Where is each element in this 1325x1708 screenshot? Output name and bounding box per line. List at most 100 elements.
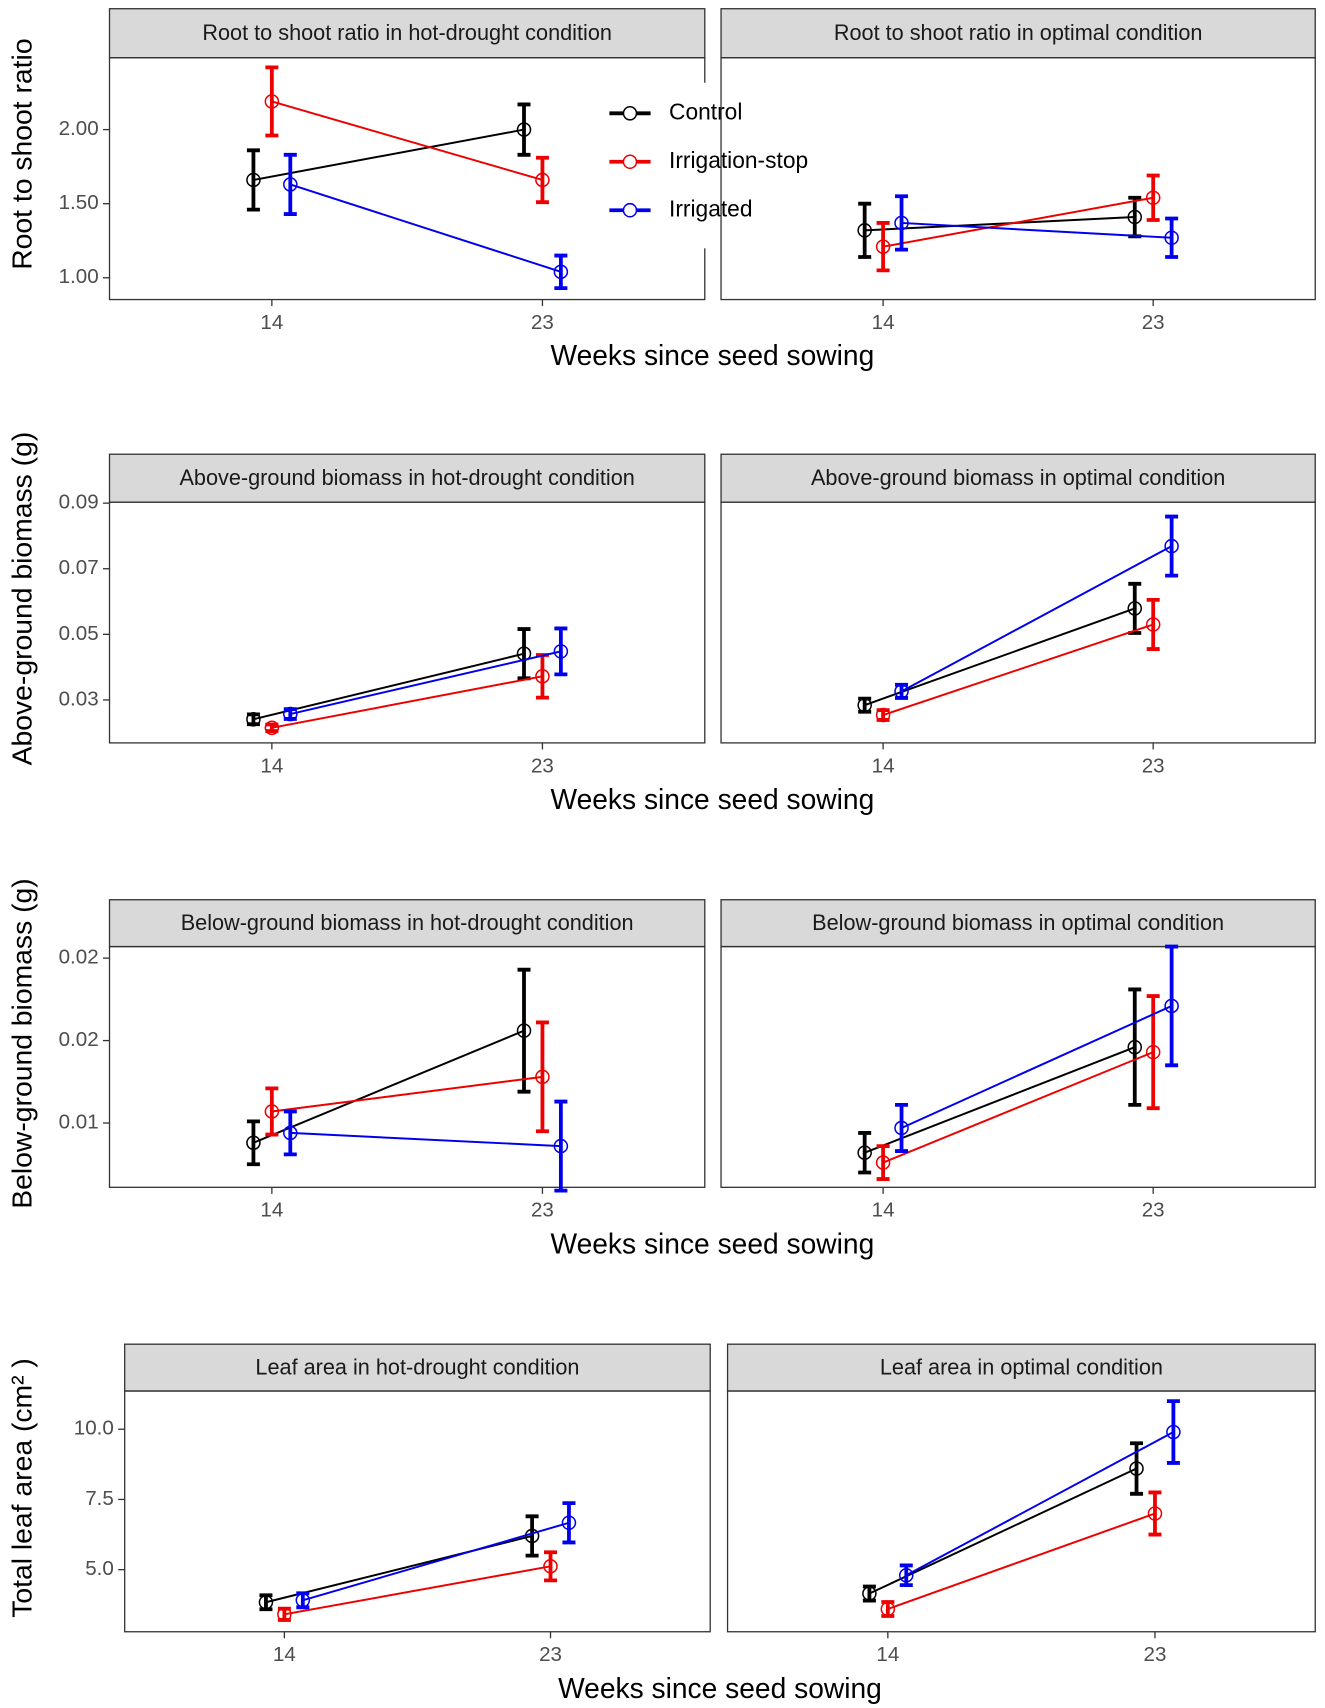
series-line [882, 196, 1154, 248]
point [1164, 998, 1179, 1014]
y-tick-label: 0.02 [59, 946, 99, 969]
strip [108, 453, 706, 503]
error-bar [517, 102, 531, 157]
error-bar [283, 1109, 297, 1157]
error-bar [1165, 216, 1179, 259]
point [295, 1592, 311, 1608]
series-line [271, 1075, 543, 1113]
panel-title: Above-ground biomass in optimal conditio… [811, 465, 1225, 490]
strip [108, 899, 706, 948]
x-axis-title: Weeks since seed sowing [550, 339, 874, 371]
point [553, 1138, 569, 1154]
point [1147, 1506, 1163, 1521]
strip [108, 8, 706, 59]
panel [108, 501, 706, 744]
error-bar [544, 1550, 558, 1583]
point [857, 1145, 872, 1160]
error-bar [1128, 987, 1142, 1107]
panel [720, 57, 1316, 301]
error-bar [858, 201, 872, 259]
series-line [253, 1029, 525, 1144]
strip [124, 1343, 711, 1392]
y-tick-label: 0.05 [59, 622, 99, 645]
point [862, 1586, 877, 1601]
point [899, 1567, 914, 1583]
point [264, 720, 280, 736]
error-bar [535, 155, 549, 205]
point [516, 122, 532, 137]
series [246, 102, 532, 212]
point [880, 1601, 896, 1617]
point [535, 172, 550, 188]
series [277, 1550, 558, 1622]
strip [726, 1343, 1316, 1392]
panel-title: Leaf area in optimal condition [880, 1354, 1163, 1379]
y-tick-label: 0.02 [59, 1028, 99, 1051]
point [857, 697, 872, 713]
error-bar [876, 221, 890, 273]
point [1145, 617, 1161, 632]
point [283, 706, 298, 722]
error-bar [562, 1501, 576, 1545]
point [875, 239, 891, 254]
series [857, 987, 1143, 1175]
series-line [882, 623, 1154, 716]
panel-title: Above-ground biomass in hot-drought cond… [179, 465, 634, 490]
panel-title: Below-ground biomass in hot-drought cond… [181, 910, 634, 935]
x-tick-label: 14 [273, 1643, 296, 1666]
chart-panel: Below-ground biomass in hot-drought cond… [5, 878, 874, 1259]
error-bar [246, 1119, 260, 1167]
x-tick-label: 23 [539, 1643, 562, 1666]
error-bar [283, 152, 297, 216]
chart-panel: Leaf area in hot-drought condition 14 23 5.… [5, 1343, 882, 1704]
error-bar [246, 712, 260, 727]
series-line [864, 607, 1136, 707]
legend-point [622, 105, 638, 121]
point [277, 1607, 292, 1622]
x-tick-label: 14 [260, 1199, 283, 1222]
point [561, 1515, 577, 1531]
y-tick-label: 0.03 [59, 687, 99, 710]
panel [124, 1390, 711, 1633]
legend-point [622, 202, 638, 218]
series-line [271, 675, 543, 729]
point [283, 177, 298, 192]
error-bar [1146, 173, 1160, 222]
series [880, 1490, 1163, 1618]
point [894, 215, 909, 231]
series-line [901, 1005, 1173, 1129]
panel [720, 501, 1316, 744]
x-tick-label: 14 [872, 754, 895, 777]
point [535, 669, 550, 684]
y-tick-label: 1.50 [59, 191, 99, 214]
point [875, 707, 891, 723]
error-bar [554, 1099, 568, 1193]
point [1166, 1424, 1181, 1440]
error-bar [876, 708, 890, 722]
error-bar [876, 1144, 890, 1181]
x-tick-label: 23 [1142, 311, 1165, 334]
x-tick-label: 14 [872, 311, 895, 334]
chart-panel: Root to shoot ratio in hot-drought condi… [5, 8, 874, 371]
point [1127, 601, 1143, 616]
legend-label: Irrigated [669, 195, 752, 221]
point [553, 264, 569, 280]
point [246, 172, 261, 188]
series [894, 514, 1179, 700]
x-tick-label: 23 [1144, 1643, 1167, 1666]
error-bar [895, 1102, 909, 1153]
chart-panel: Below-ground biomass in optimal conditio… [720, 899, 1316, 1222]
error-bar [895, 194, 909, 252]
x-tick-label: 14 [260, 754, 283, 777]
point [1129, 1461, 1144, 1476]
legend-label: Irrigation-stop [669, 147, 808, 173]
point [1164, 230, 1179, 246]
y-tick-label: 2.00 [59, 117, 99, 140]
legend-background [594, 82, 718, 249]
series [246, 967, 532, 1167]
error-bar [265, 1086, 279, 1137]
point [246, 1135, 261, 1151]
y-tick-label: 0.07 [59, 556, 99, 579]
x-tick-label: 23 [531, 754, 554, 777]
